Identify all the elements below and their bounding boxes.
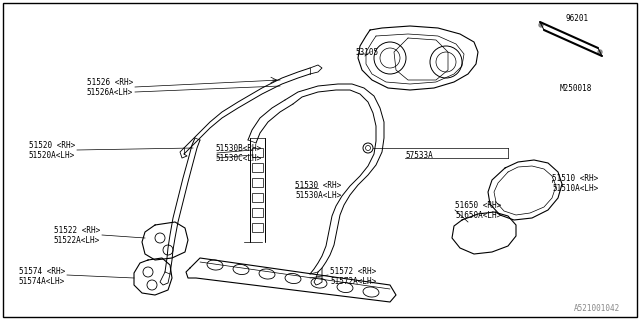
Text: 51520A<LH>: 51520A<LH> [29,150,75,159]
Text: 51526A<LH>: 51526A<LH> [87,87,133,97]
Text: 51510A<LH>: 51510A<LH> [552,183,598,193]
Text: 51572A<LH>: 51572A<LH> [330,277,376,286]
Text: 51650 <RH>: 51650 <RH> [455,201,501,210]
Circle shape [598,50,602,54]
Bar [252,223,263,232]
Text: 51530B<RH>: 51530B<RH> [215,143,261,153]
Text: 51510 <RH>: 51510 <RH> [552,173,598,182]
Bar [252,178,263,187]
Text: M250018: M250018 [560,84,593,92]
Text: 51526 <RH>: 51526 <RH> [87,77,133,86]
Text: 51574 <RH>: 51574 <RH> [19,268,65,276]
Text: 57533A: 57533A [405,150,433,159]
Text: 51530 <RH>: 51530 <RH> [295,180,341,189]
Circle shape [539,23,543,27]
Text: 51520 <RH>: 51520 <RH> [29,140,75,149]
Text: 51572 <RH>: 51572 <RH> [330,268,376,276]
Bar [252,163,263,172]
Bar [252,208,263,217]
Text: 51574A<LH>: 51574A<LH> [19,277,65,286]
Text: A521001042: A521001042 [573,304,620,313]
Bar [252,148,263,157]
Text: 96201: 96201 [565,13,588,22]
Text: 53105: 53105 [355,47,378,57]
Bar [252,193,263,202]
Text: 51650A<LH>: 51650A<LH> [455,211,501,220]
Text: 51530A<LH>: 51530A<LH> [295,190,341,199]
Text: 51522 <RH>: 51522 <RH> [54,226,100,235]
Text: 51530C<LH>: 51530C<LH> [215,154,261,163]
Text: 51522A<LH>: 51522A<LH> [54,236,100,244]
